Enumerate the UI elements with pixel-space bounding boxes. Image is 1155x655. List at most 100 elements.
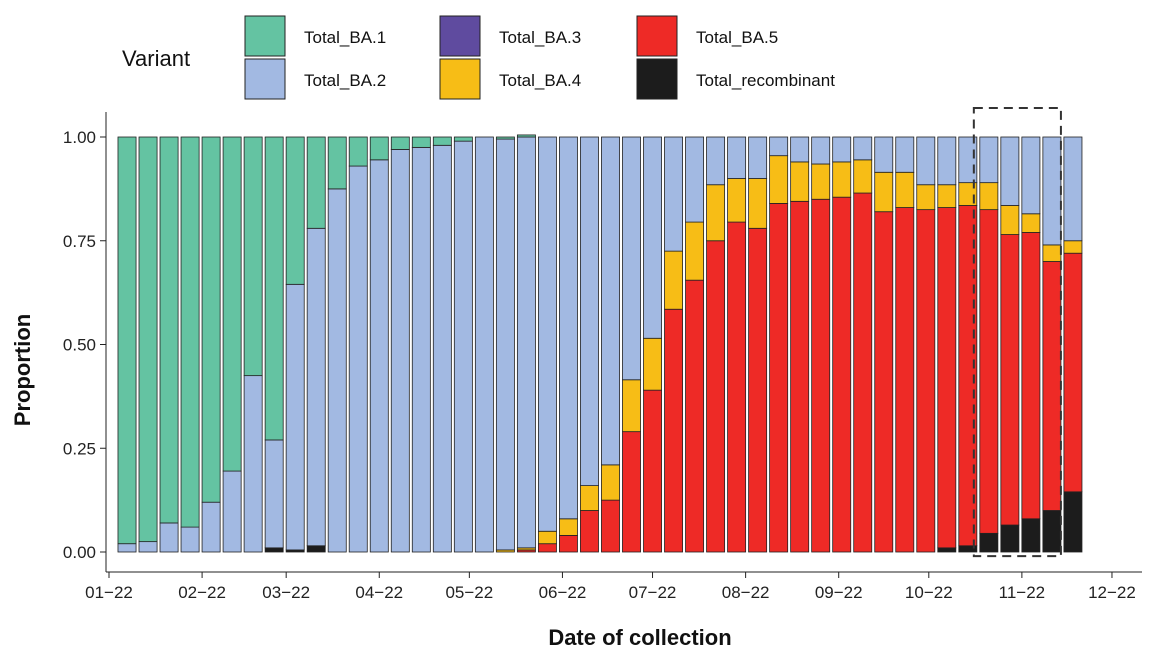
bar-segment <box>559 518 578 536</box>
bar-segment <box>916 184 936 211</box>
bar-segment <box>348 165 368 553</box>
bar-segment <box>622 431 641 553</box>
bar-segment <box>664 250 683 310</box>
bar-segment <box>1021 232 1041 520</box>
legend-swatch <box>636 15 678 57</box>
x-tick-label: 06−22 <box>539 583 587 602</box>
bar-segment <box>937 547 957 553</box>
bar-segment <box>495 138 515 551</box>
bar-segment <box>1063 252 1083 493</box>
bar-segment <box>306 136 326 229</box>
legend-title: Variant <box>122 46 190 71</box>
bar-segment <box>201 136 221 503</box>
bar-segment <box>601 499 620 553</box>
bar-segment <box>811 136 831 165</box>
bar-segment <box>580 136 599 487</box>
bar-segment <box>180 526 200 553</box>
bar-segment <box>495 136 515 140</box>
bar-segment <box>601 464 620 501</box>
bar-segment <box>643 136 662 339</box>
bar-segment <box>159 136 179 524</box>
bar-segment <box>243 375 263 553</box>
y-tick-label: 0.50 <box>63 336 96 355</box>
x-tick-label: 07−22 <box>629 583 677 602</box>
x-tick-label: 11−22 <box>999 583 1045 602</box>
legend: Variant Total_BA.1 Total_BA.2 Total_BA.3 To… <box>122 15 835 100</box>
bar-segment <box>790 200 810 553</box>
bar-segment <box>1000 234 1020 526</box>
bar-segment <box>1021 213 1041 233</box>
bar-segment <box>874 171 894 213</box>
bar-segment <box>1000 136 1020 206</box>
bar-segment <box>916 209 936 553</box>
bar-segment <box>979 532 999 553</box>
bar-segment <box>516 136 536 549</box>
bar-segment <box>706 136 726 186</box>
bar-segment <box>348 136 368 167</box>
legend-swatch <box>244 15 286 57</box>
bar-segment <box>285 136 305 285</box>
x-tick-label: 05−22 <box>445 583 493 602</box>
bar-segment <box>411 146 431 553</box>
bar-segment <box>895 136 915 173</box>
bar-segment <box>138 136 158 543</box>
bar-segment <box>1042 510 1062 553</box>
legend-label: Total_recombinant <box>696 71 835 90</box>
bar-segment <box>306 545 326 553</box>
bar-segment <box>559 535 578 553</box>
bar-segment <box>748 178 768 229</box>
bar-segment <box>727 136 747 179</box>
legend-swatch <box>439 58 481 100</box>
y-tick-label: 0.00 <box>63 543 96 562</box>
bar-segment <box>580 485 599 511</box>
bar-segment <box>474 136 494 553</box>
bars-layer <box>117 134 1083 553</box>
bar-segment <box>1042 244 1062 262</box>
x-tick-label: 10−22 <box>905 583 953 602</box>
bar-segment <box>580 510 599 553</box>
x-axis-title: Date of collection <box>548 625 731 650</box>
legend-swatch <box>439 15 481 57</box>
bar-segment <box>895 207 915 553</box>
y-tick-label: 0.25 <box>63 439 96 458</box>
bar-segment <box>432 136 452 146</box>
bar-segment <box>1000 205 1020 235</box>
bar-segment <box>979 182 999 211</box>
bar-segment <box>537 530 557 545</box>
bar-segment <box>643 389 662 553</box>
bar-segment <box>1021 136 1041 215</box>
bar-segment <box>117 136 137 545</box>
bar-segment <box>874 136 894 173</box>
bar-segment <box>327 136 347 190</box>
bar-segment <box>790 136 810 163</box>
bar-segment <box>390 149 410 553</box>
bar-segment <box>1063 491 1083 553</box>
bar-segment <box>180 136 200 528</box>
x-axis-ticks: 01−22 02−22 03−22 04−22 05−22 06−22 07−22 08−22… <box>85 572 1136 602</box>
x-tick-label: 03−22 <box>262 583 310 602</box>
bar-segment <box>664 136 683 252</box>
bar-segment <box>369 159 389 553</box>
bar-segment <box>369 136 389 161</box>
bar-segment <box>453 136 473 142</box>
y-tick-label: 1.00 <box>63 128 96 147</box>
bar-segment <box>706 240 726 553</box>
bar-segment <box>769 202 789 553</box>
bar-segment <box>937 184 957 208</box>
bar-segment <box>622 379 641 433</box>
bar-segment <box>832 161 852 198</box>
bar-segment <box>832 136 852 163</box>
legend-label: Total_BA.3 <box>499 28 581 47</box>
bar-segment <box>1042 261 1062 511</box>
legend-swatch <box>636 58 678 100</box>
x-tick-label: 08−22 <box>722 583 770 602</box>
bar-segment <box>685 136 705 223</box>
bar-segment <box>811 163 831 200</box>
highlight-dashed-box <box>972 106 1062 558</box>
bar-segment <box>138 541 158 553</box>
bar-segment <box>853 159 873 194</box>
bar-segment <box>748 227 768 553</box>
x-tick-label: 04−22 <box>355 583 403 602</box>
bar-segment <box>727 178 747 223</box>
